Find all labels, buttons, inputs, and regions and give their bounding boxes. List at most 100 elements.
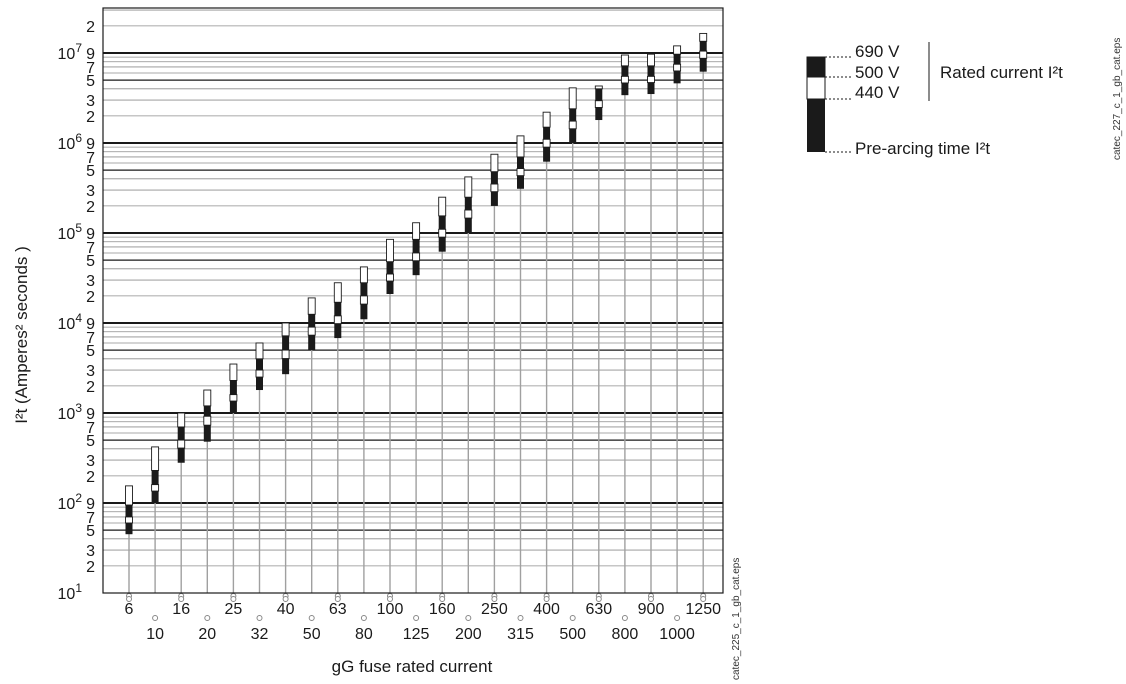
bar-690v [333, 282, 342, 303]
y-tick-decade: 105 [58, 221, 83, 243]
column-marker [648, 596, 654, 602]
bar-500v [438, 215, 446, 230]
y-tick-decade-base: 10 [58, 46, 76, 63]
x-tick-label: 900 [638, 601, 665, 618]
bar-690v [307, 297, 316, 315]
x-tick-label: 315 [507, 626, 534, 643]
x-tick-label: 16 [172, 601, 190, 618]
bar-500v [699, 41, 707, 52]
x-tick-label: 160 [429, 601, 456, 618]
column-marker [256, 615, 263, 621]
x-tick-label: 6 [125, 601, 134, 618]
bar-690v [464, 176, 473, 198]
y-tick-minor: 3 [86, 273, 95, 290]
y-tick-decade: 106 [58, 131, 83, 153]
y-tick-minor: 7 [86, 60, 95, 77]
bar-pre-arcing [543, 147, 551, 162]
bar-690v [542, 111, 551, 128]
x-tick-label: 400 [533, 601, 560, 618]
y-tick-minor: 5 [86, 343, 95, 360]
bar-500v [308, 314, 316, 328]
legend-swatch-pre-arcing [807, 99, 825, 152]
bar-500v [151, 470, 159, 485]
bar-690v [125, 485, 133, 506]
bar-500v [334, 302, 342, 316]
bar-440v [568, 120, 577, 130]
bar-pre-arcing [438, 237, 446, 252]
y-tick-minor: 9 [86, 316, 95, 333]
column-marker [465, 615, 472, 621]
column-marker [413, 615, 420, 621]
bar-440v [125, 516, 133, 524]
bar-690v [568, 87, 577, 110]
y-tick-minor: 3 [86, 543, 95, 560]
bar-pre-arcing [308, 335, 316, 351]
bar-pre-arcing [673, 70, 681, 84]
legend-swatch-500v [807, 57, 825, 77]
bar-pre-arcing [386, 281, 394, 295]
bar-500v [517, 156, 524, 169]
y-tick-minor: 2 [86, 469, 95, 486]
column-marker [230, 596, 237, 602]
bar-pre-arcing [229, 401, 237, 413]
bar-690v [255, 342, 264, 360]
bar-pre-arcing [595, 107, 603, 121]
stem-layer [126, 33, 707, 621]
bar-pre-arcing [151, 491, 159, 503]
y-tick-minor: 2 [86, 559, 95, 576]
column-marker [308, 615, 315, 621]
x-tick-label: 250 [481, 601, 508, 618]
bar-440v [386, 273, 394, 282]
legend-group-label: Rated current I²t [940, 63, 1063, 82]
bar-690v [673, 45, 682, 55]
x-tick-label: 125 [403, 626, 430, 643]
y-tick-minor: 3 [86, 183, 95, 200]
y-tick-decade-base: 10 [58, 136, 76, 153]
y-tick-minor: 7 [86, 330, 95, 347]
bar-690v [229, 363, 238, 381]
y-tick-minor: 7 [86, 420, 95, 437]
y-tick-minor: 2 [86, 109, 95, 126]
y-tick-decade: 107 [58, 41, 83, 63]
x-tick-label: 63 [329, 601, 347, 618]
y-tick-minor: 3 [86, 453, 95, 470]
y-tick-minor: 7 [86, 240, 95, 257]
bar-690v [490, 153, 499, 173]
bar-500v [595, 88, 603, 101]
bar-440v [359, 295, 368, 305]
y-tick-minor: 9 [86, 136, 95, 153]
y-tick-decade-base: 10 [58, 586, 76, 603]
column-marker [334, 596, 341, 602]
x-tick-label: 25 [225, 601, 243, 618]
y-tick-minor: 3 [86, 93, 95, 110]
y-tick-minor: 2 [86, 199, 95, 216]
bar-440v [647, 75, 655, 84]
bar-500v [569, 108, 577, 122]
bar-pre-arcing [203, 425, 211, 442]
bar-440v [255, 369, 264, 378]
column-marker [543, 596, 550, 602]
y-tick-decade: 101 [58, 581, 83, 603]
x-tick-label: 100 [377, 601, 404, 618]
bar-440v [412, 252, 421, 262]
y-tick-decade: 103 [58, 401, 83, 423]
bar-440v [151, 484, 160, 492]
bar-690v [151, 446, 160, 471]
column-marker [282, 596, 289, 602]
bar-690v [594, 85, 603, 90]
y-tick-minor: 2 [86, 289, 95, 306]
y-tick-minor: 9 [86, 46, 95, 63]
bar-500v [464, 197, 472, 211]
y-tick-decade-exponent: 2 [75, 491, 82, 505]
bar-pre-arcing [125, 522, 133, 535]
column-marker [621, 615, 628, 621]
bar-690v [203, 389, 212, 407]
bar-pre-arcing [569, 128, 577, 143]
y-axis-ticks: 1012357910223579103235791042357910523579… [58, 19, 96, 603]
y-tick-decade-base: 10 [58, 316, 76, 333]
figure-code-bottom: catec_225_c_1_gb_cat.eps [731, 558, 742, 680]
bar-690v [699, 32, 708, 42]
y-tick-minor: 5 [86, 523, 95, 540]
bar-pre-arcing [517, 175, 524, 189]
bar-500v [490, 171, 498, 185]
